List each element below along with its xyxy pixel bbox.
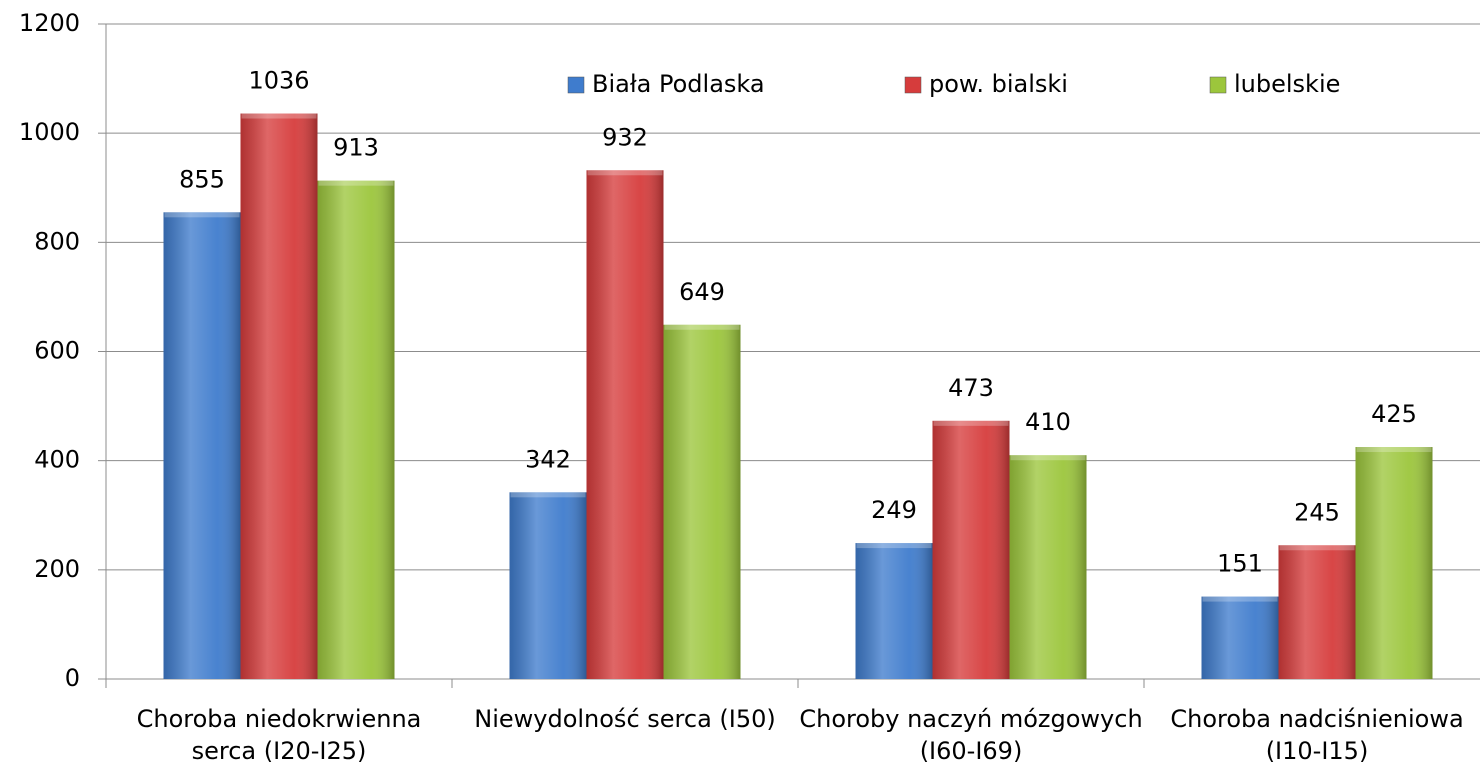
bar <box>163 212 241 679</box>
x-tick-label: Choroba nadciśnieniowa (I10-I15) <box>1170 705 1464 765</box>
data-label: 1036 <box>248 67 309 95</box>
bar <box>1278 545 1356 679</box>
data-label: 649 <box>679 278 725 306</box>
bar-cap <box>856 543 932 549</box>
bar-cap <box>164 212 240 218</box>
y-tick-label: 400 <box>34 446 80 474</box>
data-label: 249 <box>871 496 917 524</box>
bar <box>586 170 664 680</box>
legend-swatch <box>567 76 585 94</box>
bar-cap <box>933 420 1009 426</box>
data-label: 855 <box>179 165 225 193</box>
y-tick-label: 0 <box>65 664 80 692</box>
legend-swatch <box>1209 76 1227 94</box>
bar <box>240 113 318 680</box>
bar-cap <box>1010 455 1086 461</box>
legend-label: pow. bialski <box>929 70 1068 98</box>
bar-cap <box>318 180 394 186</box>
bar <box>1201 596 1279 679</box>
data-label: 932 <box>602 123 648 151</box>
bar <box>1009 455 1087 679</box>
bar <box>509 492 587 679</box>
bar <box>317 180 395 679</box>
bar-cap <box>664 324 740 330</box>
y-tick-label: 200 <box>34 555 80 583</box>
legend-label: Biała Podlaska <box>592 70 765 98</box>
data-label: 473 <box>948 374 994 402</box>
bar-cap <box>587 170 663 176</box>
bar <box>663 324 741 679</box>
bar <box>855 543 933 679</box>
bar-cap <box>241 113 317 119</box>
bar-cap <box>1356 447 1432 453</box>
y-tick-label: 800 <box>34 227 80 255</box>
bar <box>932 420 1010 679</box>
bar-cap <box>1279 545 1355 551</box>
x-tick-label: Choroba niedokrwienna serca (I20-I25) <box>136 705 422 765</box>
legend-label: lubelskie <box>1234 70 1340 98</box>
bar <box>1355 447 1433 679</box>
bar-cap <box>510 492 586 498</box>
data-label: 425 <box>1371 400 1417 428</box>
bar-cap <box>1202 596 1278 602</box>
data-label: 913 <box>333 134 379 162</box>
x-tick-label: Niewydolność serca (I50) <box>474 705 776 733</box>
y-tick-label: 600 <box>34 337 80 365</box>
data-label: 410 <box>1025 408 1071 436</box>
y-tick-label: 1000 <box>19 118 80 146</box>
data-label: 151 <box>1217 550 1263 578</box>
y-tick-label: 1200 <box>19 9 80 37</box>
legend-swatch <box>904 76 922 94</box>
data-label: 342 <box>525 445 571 473</box>
x-tick-label: Choroby naczyń mózgowych (I60-I69) <box>799 705 1143 765</box>
data-label: 245 <box>1294 498 1340 526</box>
